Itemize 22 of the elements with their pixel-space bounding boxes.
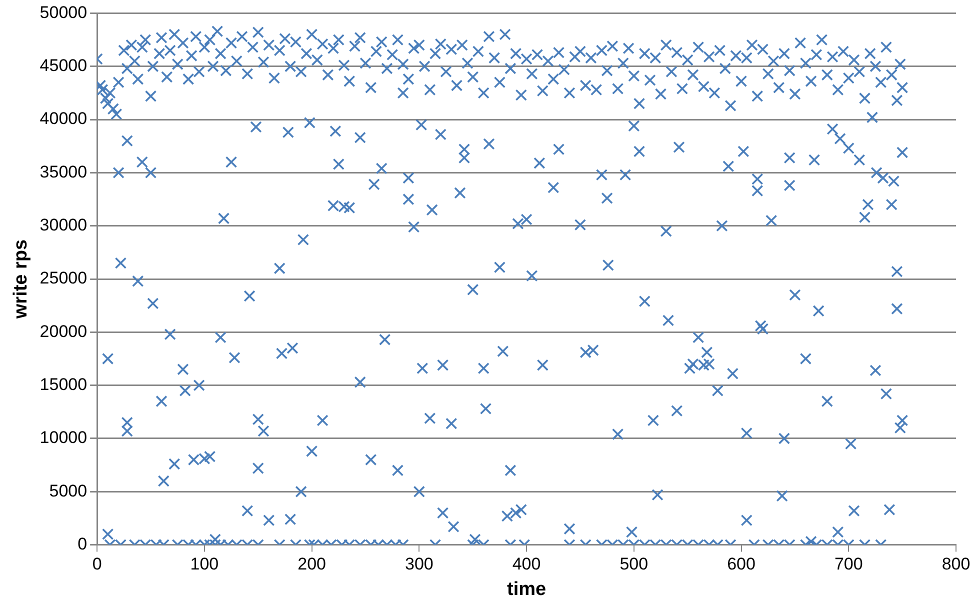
y-tick-label: 45000 <box>40 56 88 76</box>
y-tick-label: 0 <box>78 534 88 554</box>
x-axis-title: time <box>506 578 546 600</box>
y-tick-label: 40000 <box>40 109 88 128</box>
y-tick-label: 20000 <box>40 322 88 341</box>
x-tick-label: 400 <box>512 554 541 574</box>
y-tick-label: 25000 <box>40 268 88 288</box>
x-tick-label: 600 <box>727 554 756 574</box>
y-tick-label: 5000 <box>49 481 88 500</box>
x-tick-label: 200 <box>298 554 326 574</box>
y-tick-label: 30000 <box>40 216 88 235</box>
y-tick-label: 50000 <box>40 2 88 22</box>
x-tick-label: 700 <box>834 554 863 574</box>
y-tick-label: 35000 <box>40 162 88 182</box>
x-tick-label: 800 <box>942 554 970 574</box>
x-tick-label: 100 <box>190 554 219 574</box>
x-tick-label: 500 <box>620 554 648 574</box>
y-tick-label: 15000 <box>40 375 88 394</box>
y-tick-label: 10000 <box>40 428 88 448</box>
y-axis-title: write rps <box>10 239 32 320</box>
x-tick-label: 300 <box>404 554 434 574</box>
x-tick-label: 0 <box>92 554 102 574</box>
